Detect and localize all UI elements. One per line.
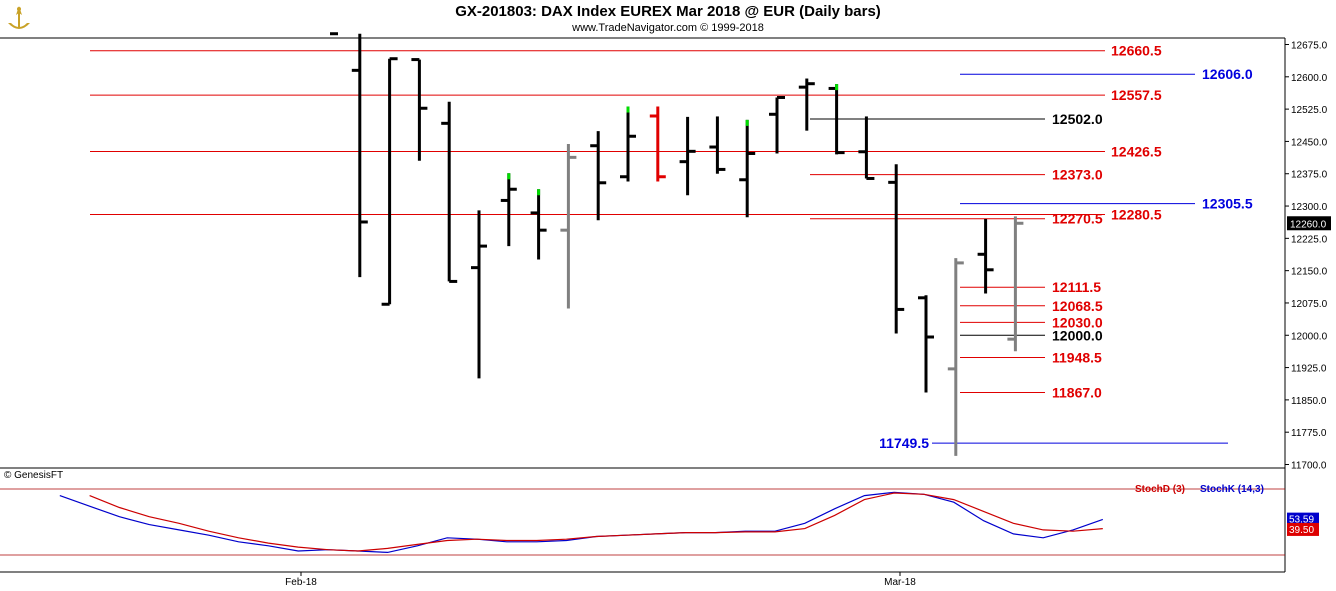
ohlc-bar <box>530 189 547 260</box>
y-tick-label: 12075.0 <box>1291 299 1328 310</box>
price-levels: 12660.5 12606.0 12557.5 12502.0 12426.5 12373… <box>90 43 1253 451</box>
level-label: 12373.0 <box>1052 167 1103 183</box>
ohlc-bar <box>1007 216 1024 352</box>
ohlc-bar <box>560 144 577 309</box>
stoch-k-value-box <box>1287 512 1319 526</box>
last-price-box <box>1287 216 1331 231</box>
y-tick-label: 12300.0 <box>1291 202 1328 213</box>
ohlc-bar <box>500 173 517 247</box>
level-label: 12000.0 <box>1052 327 1103 343</box>
y-tick-label: 11850.0 <box>1291 396 1327 407</box>
ohlc-bar <box>351 33 368 278</box>
level-label: 12030.0 <box>1052 314 1103 330</box>
ohlc-bar <box>828 84 845 155</box>
chart-subtitle: www.TradeNavigator.com © 1999-2018 <box>572 22 764 34</box>
ohlc-bar <box>888 164 905 334</box>
chart-title: GX-201803: DAX Index EUREX Mar 2018 @ EU… <box>455 3 881 20</box>
legend-stochd: StochD (3) <box>1135 484 1185 495</box>
ohlc-bar <box>620 106 636 182</box>
ohlc-bar <box>918 295 934 393</box>
x-tick-label: Feb-18 <box>285 577 317 588</box>
ohlc-bar <box>739 119 756 218</box>
y-tick-label: 12450.0 <box>1291 137 1328 148</box>
ohlc-bar <box>679 116 696 196</box>
trade-navigator-logo-icon <box>3 3 35 35</box>
level-label: 11749.5 <box>879 435 929 451</box>
y-tick-label: 11775.0 <box>1291 428 1327 439</box>
y-tick-label: 12225.0 <box>1291 234 1328 245</box>
level-label: 12660.5 <box>1111 43 1162 59</box>
ohlc-bar <box>947 258 964 456</box>
ohlc-bar <box>769 95 785 154</box>
level-label: 12557.5 <box>1111 87 1162 103</box>
date-axis: Feb-18 Mar-18 <box>285 572 916 588</box>
ohlc-bar <box>441 101 458 283</box>
level-label: 12502.0 <box>1052 111 1103 127</box>
ohlc-bar <box>411 58 428 161</box>
stoch-d-value-box <box>1287 522 1319 536</box>
chart-frame <box>0 37 1286 573</box>
level-label: 12280.5 <box>1111 206 1162 222</box>
y-tick-label: 12675.0 <box>1291 41 1328 52</box>
y-tick-label: 11700.0 <box>1291 461 1327 472</box>
ohlc-bar <box>590 131 607 221</box>
level-label: 12270.5 <box>1052 211 1103 227</box>
ohlc-bar <box>709 116 726 174</box>
price-axis: 12675.0 12600.0 12525.0 12450.0 12375.0 12300… <box>1285 41 1331 472</box>
level-label: 11948.5 <box>1052 349 1102 365</box>
y-tick-label: 12600.0 <box>1291 73 1328 84</box>
ohlc-bar <box>649 106 666 182</box>
ohlc-bar <box>471 210 487 379</box>
level-label: 12111.5 <box>1052 279 1101 295</box>
ohlc-bar <box>977 218 994 294</box>
stoch-d-value: 39.50 <box>1289 525 1314 536</box>
level-label: 12305.5 <box>1202 196 1253 212</box>
legend-stochk: StochK (14,3) <box>1200 484 1264 495</box>
y-tick-label: 12150.0 <box>1291 267 1328 278</box>
level-label: 12068.5 <box>1052 298 1103 314</box>
y-tick-label: 12525.0 <box>1291 105 1328 116</box>
price-bars <box>330 32 1024 456</box>
copyright-label: © GenesisFT <box>4 470 63 481</box>
level-label: 11867.0 <box>1052 385 1102 401</box>
last-price-label: 12260.0 <box>1290 219 1327 230</box>
stoch-d-line <box>89 492 1103 552</box>
y-tick-label: 12000.0 <box>1291 331 1328 342</box>
y-tick-label: 12375.0 <box>1291 170 1328 181</box>
y-tick-label: 11925.0 <box>1291 364 1327 375</box>
x-tick-label: Mar-18 <box>884 577 916 588</box>
ohlc-bar <box>858 116 875 180</box>
stoch-k-value: 53.59 <box>1289 515 1314 526</box>
stoch-k-line <box>59 491 1103 554</box>
ohlc-bar <box>798 78 815 131</box>
level-label: 12426.5 <box>1111 144 1162 160</box>
ohlc-bar <box>381 57 398 306</box>
level-label: 12606.0 <box>1202 66 1253 82</box>
